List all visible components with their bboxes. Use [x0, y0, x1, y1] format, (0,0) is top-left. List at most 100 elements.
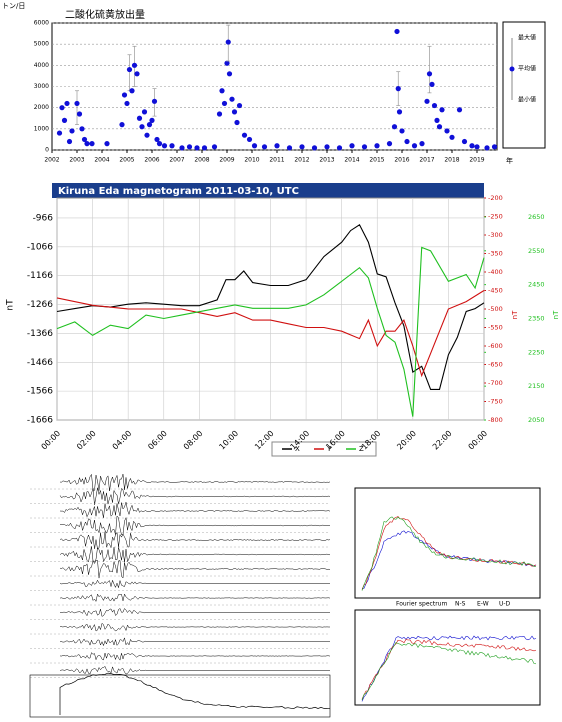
- legend-label: Z: [359, 445, 364, 453]
- waveform: [60, 608, 330, 617]
- spectrum-frame: [354, 487, 541, 599]
- data-point: [419, 141, 425, 147]
- y-tick-label: -600: [488, 342, 503, 350]
- trace-frame: [29, 674, 331, 718]
- chart-title: Kiruna Eda magnetogram 2011-03-10, UTC: [58, 186, 299, 197]
- data-point: [439, 107, 445, 113]
- data-point: [324, 144, 330, 150]
- x-tick-label: 2003: [69, 157, 84, 164]
- x-tick-label: 2008: [194, 157, 209, 164]
- x-tick-label: 00:00: [467, 429, 490, 452]
- data-point: [141, 109, 148, 115]
- waveform: [59, 487, 331, 505]
- legend-label: Y: [326, 445, 332, 453]
- data-point: [224, 60, 230, 66]
- x-tick-label: 2013: [319, 157, 334, 164]
- spectrum-legend: U-D: [499, 601, 511, 608]
- data-point: [229, 96, 235, 102]
- data-point: [234, 119, 240, 126]
- x-tick-label: 04:00: [111, 429, 134, 452]
- legend-label: 平均値: [518, 65, 536, 73]
- data-point: [154, 136, 160, 143]
- x-tick-label: 22:00: [431, 429, 454, 452]
- data-point: [84, 141, 90, 147]
- x-axis-label: 年: [506, 156, 513, 165]
- data-point: [231, 109, 238, 115]
- data-point: [399, 128, 405, 134]
- data-point: [261, 144, 268, 150]
- series-line: [56, 290, 485, 378]
- waveform: [59, 515, 330, 536]
- x-tick-label: 2005: [119, 157, 134, 164]
- chart-title: 二酸化硫黄放出量: [65, 8, 145, 21]
- x-tick-label: 10:00: [217, 429, 240, 452]
- waveform: [59, 637, 331, 647]
- waveform: [59, 559, 331, 579]
- legend-label: X: [295, 445, 300, 453]
- data-point: [74, 100, 80, 107]
- seismic-panel: [29, 473, 331, 718]
- spectrum-curve: [361, 639, 537, 700]
- x-tick-label: 20:00: [395, 429, 418, 452]
- spectrum-legend: N-S: [455, 601, 466, 608]
- data-point: [431, 102, 438, 109]
- x-tick-label: 2012: [294, 157, 309, 164]
- waveform: [59, 666, 330, 675]
- data-point: [469, 143, 475, 149]
- x-tick-label: 2019: [469, 157, 484, 164]
- y-tick-label: -1166: [27, 271, 53, 281]
- data-point: [251, 143, 258, 149]
- legend-label: 最大値: [518, 34, 536, 42]
- series-line: [56, 246, 485, 417]
- y-axis-label: nT: [6, 299, 16, 311]
- y-tick-label: -550: [488, 324, 503, 332]
- data-point: [179, 145, 185, 151]
- spectrum-title: Fourier spectrum: [396, 601, 447, 608]
- data-point: [136, 115, 143, 121]
- data-point: [221, 100, 228, 107]
- y-tick-label: -300: [488, 231, 503, 239]
- data-point: [226, 71, 233, 77]
- y-tick-label: 2050: [528, 416, 545, 424]
- data-point: [424, 98, 430, 104]
- x-tick-label: 00:00: [40, 429, 63, 452]
- y-tick-label: 2650: [528, 213, 545, 221]
- x-tick-label: 2016: [394, 157, 409, 164]
- y-tick-label: -1466: [27, 358, 53, 368]
- data-point: [129, 88, 135, 94]
- x-tick-label: 2017: [419, 157, 434, 164]
- y-tick-label: -1366: [27, 329, 53, 339]
- data-point: [89, 141, 95, 147]
- data-point: [236, 102, 243, 109]
- series-line: [56, 224, 485, 390]
- x-tick-label: 2009: [219, 157, 234, 164]
- x-tick-label: 2006: [144, 157, 159, 164]
- y-tick-label: -350: [488, 250, 503, 258]
- x-tick-label: 02:00: [75, 429, 98, 452]
- data-point: [69, 128, 75, 134]
- x-tick-label: 2015: [369, 157, 384, 164]
- y-tick-label: -966: [33, 213, 54, 223]
- data-point: [286, 145, 293, 151]
- waveform: [59, 593, 331, 603]
- y-tick-label: -750: [488, 398, 503, 406]
- data-point: [391, 124, 398, 130]
- data-point: [56, 130, 63, 136]
- y-tick-label: -200: [488, 194, 503, 202]
- y-tick-label: -450: [488, 287, 503, 295]
- plot-frame: [51, 22, 498, 151]
- data-point: [124, 100, 130, 107]
- y-tick-label: 0: [45, 147, 49, 154]
- legend-marker: [509, 66, 515, 72]
- x-tick-label: 2018: [444, 157, 459, 164]
- y-tick-label: -500: [488, 305, 503, 313]
- y-tick-label: -650: [488, 361, 503, 369]
- data-point: [491, 144, 498, 150]
- spectrum-curve: [361, 642, 537, 701]
- title-bar: [52, 183, 484, 198]
- x-tick-label: 2007: [169, 157, 184, 164]
- data-point: [81, 136, 88, 143]
- data-point: [76, 111, 83, 117]
- x-tick-label: 08:00: [182, 429, 205, 452]
- data-point: [274, 143, 280, 149]
